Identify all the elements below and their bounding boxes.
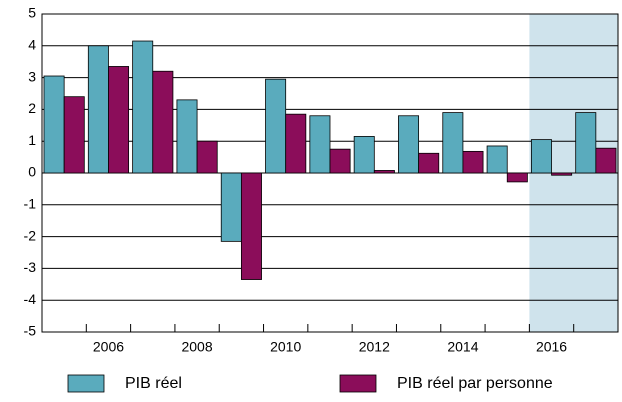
bar (462, 150, 484, 174)
bar (285, 113, 307, 174)
bar (265, 78, 287, 174)
bar (220, 172, 242, 242)
bar (530, 139, 552, 174)
y-tick-label: -1 (24, 196, 37, 212)
bar (108, 66, 130, 174)
bar (398, 115, 420, 174)
y-tick-label: 1 (28, 132, 36, 148)
x-tick-label: 2016 (536, 339, 567, 355)
bar (373, 170, 395, 174)
bar (329, 148, 351, 174)
bar (418, 152, 440, 174)
bar (240, 172, 262, 280)
y-tick-label: -4 (24, 291, 37, 307)
bar (309, 115, 331, 174)
bar (132, 40, 154, 174)
bar (43, 75, 65, 174)
y-tick-label: 3 (28, 68, 36, 84)
y-tick-label: -3 (24, 259, 37, 275)
bar (63, 96, 85, 174)
bar (87, 45, 109, 174)
bar (575, 112, 597, 174)
bar (353, 136, 375, 174)
x-tick-label: 2008 (181, 339, 212, 355)
plot-frame (41, 13, 619, 333)
bar (176, 99, 198, 174)
x-tick-label: 2012 (359, 339, 390, 355)
bar (551, 172, 573, 176)
x-tick-label: 2014 (447, 339, 478, 355)
legend-label: PIB réel par personne (397, 375, 553, 392)
legend-label: PIB réel (125, 375, 182, 392)
bar (152, 70, 174, 174)
bar (196, 140, 218, 174)
y-tick-label: 0 (28, 164, 36, 180)
bar (506, 172, 528, 183)
y-tick-label: -2 (24, 227, 37, 243)
x-tick-label: 2010 (270, 339, 301, 355)
bar (595, 147, 617, 174)
y-tick-label: 5 (28, 5, 36, 21)
bar (442, 112, 464, 174)
legend-swatch (339, 374, 377, 393)
bar (486, 145, 508, 174)
x-tick-label: 2006 (93, 339, 124, 355)
y-tick-label: 2 (28, 100, 36, 116)
y-tick-label: 4 (28, 37, 36, 53)
legend-swatch (67, 374, 105, 393)
y-tick-label: -5 (24, 323, 37, 339)
